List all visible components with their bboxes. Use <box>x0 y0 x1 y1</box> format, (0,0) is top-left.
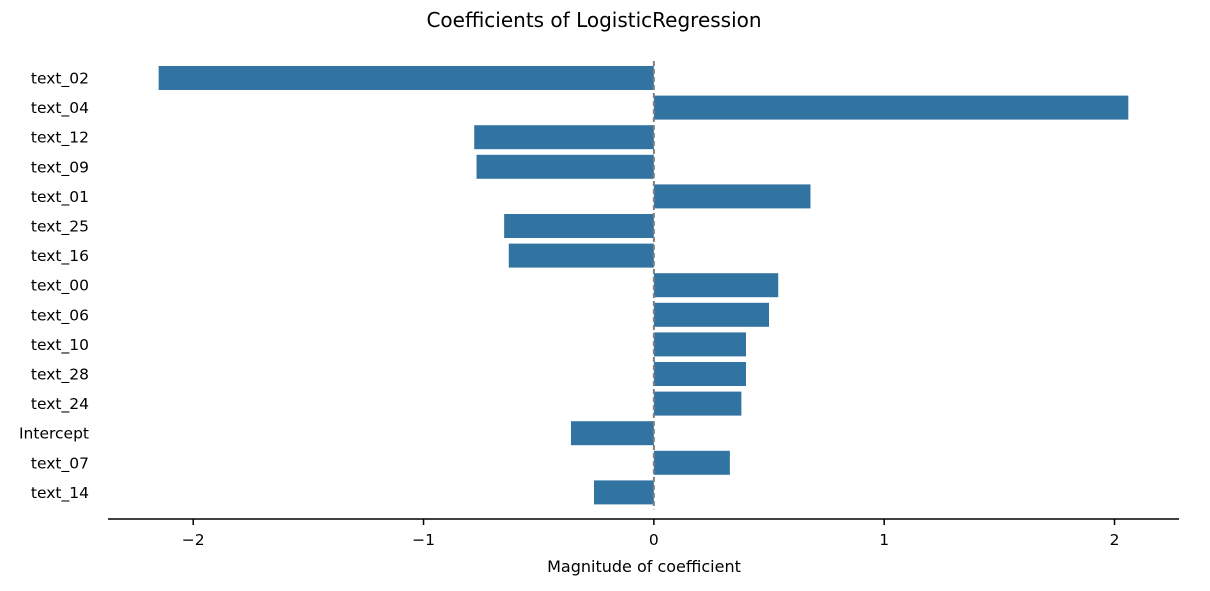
y-tick-label: text_00 <box>31 277 89 296</box>
y-tick-label: text_14 <box>31 484 89 503</box>
bar-text-16 <box>508 243 654 268</box>
bar-text-02 <box>158 66 654 90</box>
y-tick-label: text_02 <box>31 70 89 89</box>
bar-text-10 <box>653 332 746 357</box>
bar-text-14 <box>593 480 654 505</box>
y-tick-label: text_06 <box>31 306 89 325</box>
y-tick-label: text_10 <box>31 336 89 355</box>
bar-text-07 <box>653 450 730 475</box>
y-tick-label: text_09 <box>31 158 89 177</box>
bar-text-06 <box>653 302 770 327</box>
y-tick-label: text_12 <box>31 129 89 148</box>
x-tick-label: −1 <box>412 531 435 549</box>
bars-group <box>158 66 1129 505</box>
y-tick-labels: text_02 text_04 text_12 text_09 text_01 text_… <box>19 70 89 503</box>
bar-text-09 <box>476 154 654 179</box>
bar-text-25 <box>504 214 654 238</box>
y-tick-label: Intercept <box>19 425 89 443</box>
bar-text-04 <box>653 95 1129 120</box>
y-tick-label: text_24 <box>31 395 89 414</box>
x-ticks: −2 −1 0 1 2 <box>182 519 1120 549</box>
y-tick-label: text_16 <box>31 247 89 266</box>
y-tick-label: text_01 <box>31 188 89 207</box>
bar-text-28 <box>653 362 746 386</box>
y-tick-label: text_07 <box>31 454 89 473</box>
y-tick-label: text_28 <box>31 366 89 385</box>
x-tick-label: 2 <box>1110 531 1120 549</box>
bar-text-12 <box>474 125 654 150</box>
bar-text-01 <box>653 184 811 209</box>
x-tick-label: 0 <box>649 531 659 549</box>
x-tick-label: −2 <box>182 531 205 549</box>
bar-text-00 <box>653 273 779 298</box>
bar-intercept <box>570 421 654 446</box>
y-tick-label: text_04 <box>31 99 89 118</box>
y-tick-label: text_25 <box>31 218 89 237</box>
x-tick-label: 1 <box>879 531 889 549</box>
bar-text-24 <box>653 391 742 416</box>
x-axis-label: Magnitude of coefficient <box>547 557 741 576</box>
chart-title: Coefficients of LogisticRegression <box>426 8 761 32</box>
